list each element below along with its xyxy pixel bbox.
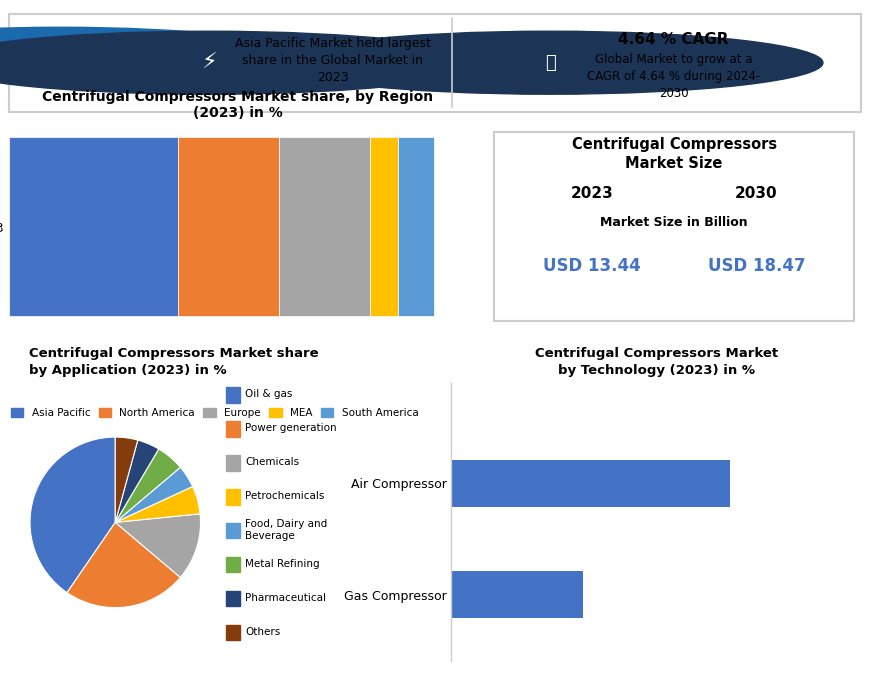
Text: Centrifugal Compressors Market
by Technology (2023) in %: Centrifugal Compressors Market by Techno… [534,348,777,377]
Bar [369,137,397,317]
Legend: Asia Pacific, North America, Europe, MEA, South America: Asia Pacific, North America, Europe, MEA… [7,404,422,423]
Text: Petrochemicals: Petrochemicals [245,491,324,501]
Text: Centrifugal Compressors Market share
by Application (2023) in %: Centrifugal Compressors Market share by … [30,348,318,377]
Title: Centrifugal Compressors Market share, by Region
(2023) in %: Centrifugal Compressors Market share, by… [42,90,433,120]
Text: Centrifugal Compressors
Market Size: Centrifugal Compressors Market Size [571,136,776,171]
Text: USD 13.44: USD 13.44 [542,257,640,275]
Text: 2030: 2030 [734,186,777,200]
Wedge shape [115,514,200,577]
Wedge shape [115,440,158,522]
Text: 4.64 % CAGR: 4.64 % CAGR [618,32,728,47]
Bar [226,625,239,641]
Wedge shape [67,522,180,608]
Text: Others: Others [245,627,281,637]
Text: 2023: 2023 [570,186,613,200]
Bar [226,489,239,504]
Bar [397,137,434,317]
Wedge shape [115,449,180,522]
Text: Chemicals: Chemicals [245,457,299,467]
Circle shape [0,31,481,95]
FancyBboxPatch shape [494,132,852,321]
Bar [226,557,239,572]
Bar [178,137,278,317]
Text: ⚡: ⚡ [201,53,216,73]
Bar [226,421,239,437]
Text: 🔥: 🔥 [544,54,554,72]
Text: Metal Refining: Metal Refining [245,559,320,569]
Circle shape [0,27,298,82]
Bar [226,523,239,539]
Text: Market Size in Billion: Market Size in Billion [600,216,747,230]
Text: Oil & gas: Oil & gas [245,389,293,400]
Bar [226,387,239,403]
FancyBboxPatch shape [9,14,860,112]
Bar [9,137,178,317]
Wedge shape [115,467,192,522]
Wedge shape [115,437,137,522]
Text: Power generation: Power generation [245,423,336,433]
Text: USD 18.47: USD 18.47 [706,257,805,275]
Text: Asia Pacific Market held largest
share in the Global Market in
2023: Asia Pacific Market held largest share i… [235,37,430,84]
Bar [278,137,369,317]
Text: Pharmaceutical: Pharmaceutical [245,593,326,603]
Wedge shape [115,487,200,522]
Bar [226,455,239,470]
Circle shape [277,31,822,95]
Text: Food, Dairy and
Beverage: Food, Dairy and Beverage [245,519,328,541]
Text: MMR: MMR [75,63,113,78]
Bar [451,571,582,618]
Bar [226,591,239,606]
Text: Global Market to grow at a
CAGR of 4.64 % during 2024-
2030: Global Market to grow at a CAGR of 4.64 … [587,53,760,100]
Wedge shape [30,437,115,593]
Bar [451,460,729,507]
